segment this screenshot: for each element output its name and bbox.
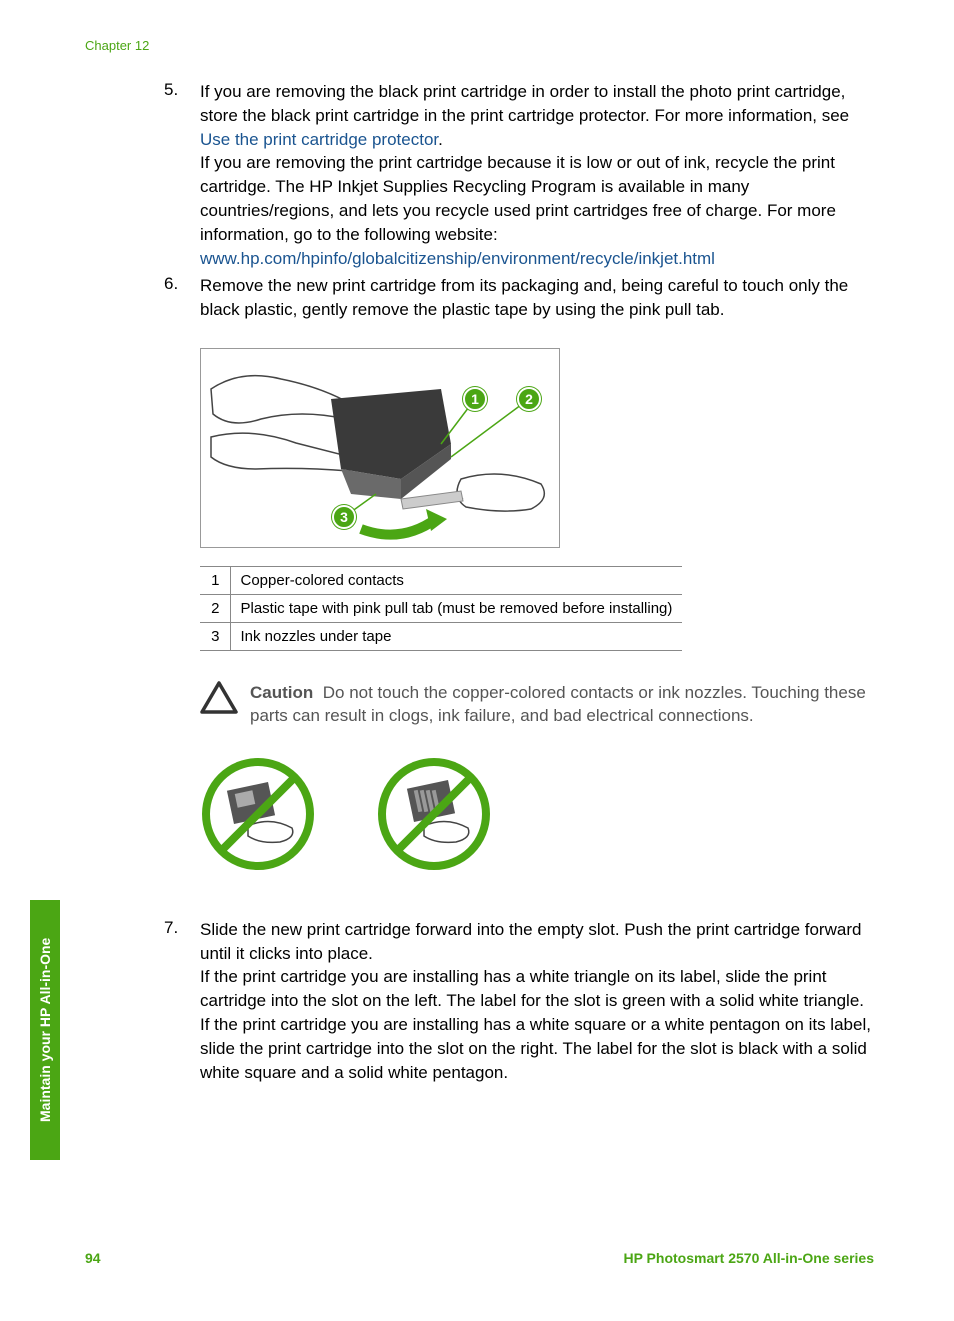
step: 7.Slide the new print cartridge forward … [164,918,874,1085]
legend-text: Copper-colored contacts [230,566,682,594]
prohibit-nozzles-icon [376,756,492,872]
step-paragraph: If the print cartridge you are installin… [200,1013,874,1084]
callout-badge: 2 [517,387,541,411]
legend-row: 2Plastic tape with pink pull tab (must b… [200,594,682,622]
step-paragraph: If you are removing the print cartridge … [200,151,874,246]
legend-num: 2 [200,594,230,622]
step-body: If you are removing the black print cart… [200,80,874,270]
text-run: If you are removing the black print cart… [200,82,849,125]
cartridge-diagram: 1 2 3 [200,348,874,548]
callout-badge: 1 [463,387,487,411]
legend-text: Plastic tape with pink pull tab (must be… [230,594,682,622]
step: 5.If you are removing the black print ca… [164,80,874,270]
step-body: Slide the new print cartridge forward in… [200,918,874,1085]
callout-badge: 3 [332,505,356,529]
step-paragraph: Remove the new print cartridge from its … [200,274,874,322]
step-paragraph: Slide the new print cartridge forward in… [200,918,874,966]
diagram-legend: 1Copper-colored contacts2Plastic tape wi… [200,566,682,651]
side-tab: Maintain your HP All-in-One [30,900,60,1160]
prohibit-contacts-icon [200,756,316,872]
caution-icon [200,681,244,728]
product-title: HP Photosmart 2570 All-in-One series [623,1250,874,1266]
legend-text: Ink nozzles under tape [230,622,682,650]
page-number: 94 [85,1250,101,1266]
legend-row: 1Copper-colored contacts [200,566,682,594]
text-run: If you are removing the print cartridge … [200,153,836,243]
legend-row: 3Ink nozzles under tape [200,622,682,650]
caution-body: Do not touch the copper-colored contacts… [250,683,866,725]
text-run: Remove the new print cartridge from its … [200,276,848,319]
caution-block: Caution Do not touch the copper-colored … [200,681,874,728]
step-number: 6. [164,274,200,322]
legend-num: 1 [200,566,230,594]
legend-num: 3 [200,622,230,650]
text-run: . [438,130,443,149]
main-content: 5.If you are removing the black print ca… [164,80,874,1088]
step-paragraph: If the print cartridge you are installin… [200,965,874,1013]
step-number: 7. [164,918,200,1085]
link[interactable]: www.hp.com/hpinfo/globalcitizenship/envi… [200,249,715,268]
step: 6.Remove the new print cartridge from it… [164,274,874,322]
step-paragraph: If you are removing the black print cart… [200,80,874,151]
prohibit-icons [200,756,874,872]
chapter-header: Chapter 12 [85,38,149,53]
step-body: Remove the new print cartridge from its … [200,274,874,322]
link[interactable]: Use the print cartridge protector [200,130,438,149]
step-number: 5. [164,80,200,270]
caution-label: Caution [250,683,313,702]
step-paragraph: www.hp.com/hpinfo/globalcitizenship/envi… [200,247,874,271]
